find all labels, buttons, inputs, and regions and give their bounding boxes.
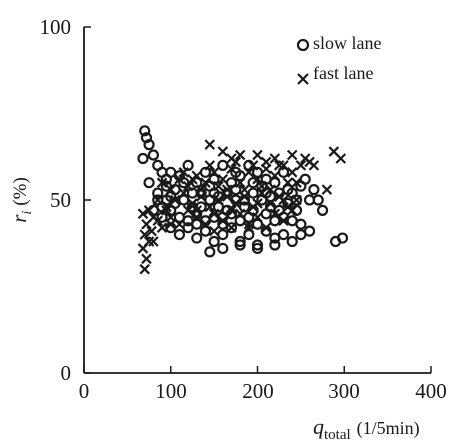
x-tick-label: 0 <box>79 379 90 403</box>
point-slow-lane <box>309 185 318 194</box>
x-axis-title-base: q <box>313 414 324 439</box>
y-tick-label: 0 <box>61 361 72 385</box>
x-tick-label: 100 <box>155 379 187 403</box>
point-fast-lane <box>288 151 297 160</box>
point-fast-lane <box>218 147 227 156</box>
point-fast-lane <box>322 185 331 194</box>
point-slow-lane <box>218 244 227 253</box>
point-slow-lane <box>149 151 158 160</box>
point-slow-lane <box>218 161 227 170</box>
legend-marker-fast-lane <box>298 74 308 84</box>
point-fast-lane <box>140 265 149 274</box>
legend-marker-slow-lane <box>298 40 308 50</box>
point-slow-lane <box>218 230 227 239</box>
point-slow-lane <box>296 220 305 229</box>
x-axis-title-unit: (1/5min) <box>357 418 420 439</box>
point-fast-lane <box>262 157 271 166</box>
point-slow-lane <box>279 230 288 239</box>
x-tick-label: 300 <box>328 379 360 403</box>
point-fast-lane <box>142 254 151 263</box>
y-tick-label: 50 <box>50 188 71 212</box>
y-axis-title: ri(%) <box>7 177 35 223</box>
y-axis-title-sub: i <box>20 211 35 215</box>
point-slow-lane <box>210 237 219 246</box>
y-tick-label: 100 <box>40 15 72 39</box>
y-axis-title-text: ri(%) <box>7 177 35 223</box>
point-slow-lane <box>288 237 297 246</box>
point-slow-lane <box>301 175 310 184</box>
data-points <box>138 126 347 273</box>
legend-label-slow-lane: slow lane <box>313 33 381 53</box>
point-fast-lane <box>205 140 214 149</box>
y-axis-title-unit: (%) <box>10 177 31 205</box>
point-slow-lane <box>205 247 214 256</box>
point-fast-lane <box>227 223 236 232</box>
point-fast-lane <box>309 161 318 170</box>
x-axis-title: qtotal (1/5min) <box>313 414 420 441</box>
point-slow-lane <box>138 154 147 163</box>
point-slow-lane <box>175 230 184 239</box>
legend: slow lane fast lane <box>298 33 381 84</box>
point-fast-lane <box>292 196 301 205</box>
point-fast-lane <box>253 151 262 160</box>
x-axis-title-text: qtotal (1/5min) <box>313 414 420 441</box>
point-slow-lane <box>192 234 201 243</box>
point-slow-lane <box>145 178 154 187</box>
point-slow-lane <box>249 189 258 198</box>
x-axis-title-sub: total <box>324 427 351 441</box>
point-slow-lane <box>305 227 314 236</box>
x-tick-label: 200 <box>242 379 274 403</box>
legend-label-fast-lane: fast lane <box>313 63 373 83</box>
point-fast-lane <box>336 154 345 163</box>
point-slow-lane <box>318 206 327 215</box>
point-slow-lane <box>262 209 271 218</box>
x-tick-label: 400 <box>415 379 447 403</box>
tick-labels: 0 100 200 300 400 0 50 100 <box>40 15 447 403</box>
